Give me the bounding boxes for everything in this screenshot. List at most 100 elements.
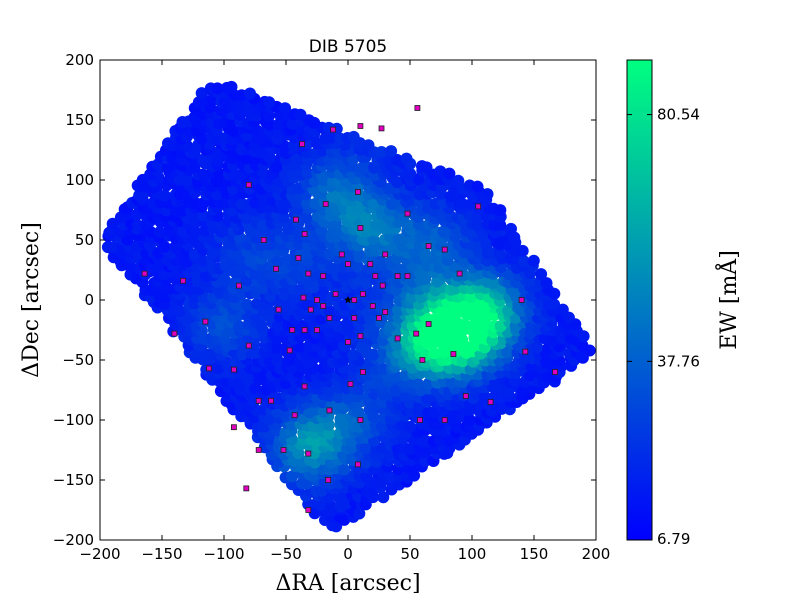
- ew-point: [360, 277, 373, 290]
- fiber-center-marker: [305, 450, 312, 457]
- fiber-center-marker: [357, 123, 364, 129]
- fiber-center-marker: [552, 369, 558, 375]
- ew-point: [286, 470, 299, 483]
- ew-point: [347, 348, 360, 361]
- ew-point: [158, 189, 171, 202]
- fiber-center-marker: [354, 461, 361, 468]
- ew-point: [225, 80, 238, 93]
- ew-point: [325, 131, 337, 144]
- ew-point: [419, 454, 432, 467]
- fiber-center-marker: [326, 407, 333, 414]
- ew-point: [487, 277, 500, 289]
- ew-point: [280, 253, 293, 266]
- fiber-center-marker: [450, 351, 457, 357]
- ew-point: [502, 304, 515, 317]
- fiber-center-marker: [367, 261, 374, 267]
- ew-point: [196, 168, 209, 181]
- ew-point: [218, 96, 231, 109]
- ew-point: [214, 168, 227, 181]
- fiber-center-marker: [404, 210, 411, 217]
- ew-point: [434, 165, 447, 178]
- fiber-center-marker: [351, 297, 358, 303]
- ew-point: [212, 362, 225, 375]
- ew-point: [153, 226, 166, 239]
- fiber-center-marker: [394, 273, 401, 279]
- y-tick-label: −50: [62, 351, 94, 369]
- ew-point: [502, 268, 515, 281]
- x-tick-label: −50: [270, 545, 302, 563]
- x-tick-label: −150: [141, 545, 182, 563]
- fiber-center-marker: [441, 246, 448, 253]
- y-tick-label: −200: [53, 531, 94, 549]
- x-tick-label: −100: [203, 545, 244, 563]
- ew-point: [456, 333, 469, 346]
- fiber-centers: [141, 105, 558, 513]
- ew-point: [362, 139, 375, 152]
- fiber-center-marker: [347, 381, 354, 387]
- fiber-center-marker: [419, 357, 426, 363]
- fiber-center-marker: [286, 347, 293, 354]
- ew-point: [352, 248, 365, 261]
- ew-point: [548, 298, 561, 311]
- fiber-center-marker: [268, 397, 275, 404]
- ew-point: [345, 435, 358, 448]
- ew-point: [196, 153, 209, 166]
- fiber-center-marker: [369, 303, 376, 309]
- y-tick-label: 50: [75, 231, 94, 249]
- fiber-center-marker: [359, 291, 366, 297]
- ew-point: [352, 383, 365, 396]
- fiber-center-marker: [322, 201, 329, 207]
- fiber-center-marker: [462, 393, 469, 399]
- fiber-center-marker: [345, 261, 351, 267]
- fiber-center-marker: [394, 335, 401, 342]
- ew-point: [443, 167, 456, 180]
- fiber-center-marker: [292, 216, 299, 223]
- ew-point: [360, 442, 373, 455]
- colorbar-tick-label: 37.76: [657, 352, 700, 370]
- y-tick-label: 100: [65, 171, 94, 189]
- fiber-center-marker: [522, 348, 529, 355]
- fiber-center-marker: [243, 485, 250, 492]
- x-axis-label: ΔRA [arcsec]: [275, 571, 420, 596]
- ew-point: [279, 102, 292, 115]
- ew-point: [195, 87, 208, 100]
- ew-point: [236, 197, 248, 210]
- fiber-center-marker: [351, 315, 358, 321]
- fiber-center-marker: [357, 225, 364, 231]
- ew-point: [471, 212, 484, 224]
- fiber-center-marker: [414, 105, 421, 111]
- y-tick-label: 150: [65, 111, 94, 129]
- ew-point: [377, 491, 390, 504]
- fiber-center-marker: [404, 273, 411, 279]
- ew-point: [347, 130, 360, 143]
- ew-point: [332, 391, 345, 404]
- ew-point: [471, 180, 484, 193]
- ew-point: [505, 222, 517, 235]
- ew-point: [450, 420, 463, 433]
- fiber-center-marker: [487, 399, 494, 405]
- y-tick-label: −100: [53, 411, 94, 429]
- x-tick-label: 150: [520, 545, 549, 563]
- fiber-center-marker: [314, 297, 320, 303]
- axis-ticks: −200 −150 −100 −50 0 50 100 150 200 −200 −150 −100 −…: [53, 51, 611, 563]
- fiber-center-marker: [301, 327, 308, 333]
- fiber-center-marker: [330, 126, 337, 133]
- fiber-center-marker: [354, 189, 361, 195]
- fiber-center-marker: [382, 251, 389, 258]
- fiber-center-marker: [413, 330, 420, 337]
- ew-point: [338, 513, 351, 526]
- ew-point: [255, 319, 268, 332]
- fiber-center-marker: [305, 507, 312, 513]
- fiber-center-marker: [202, 318, 209, 325]
- ew-point: [517, 255, 530, 268]
- fiber-center-marker: [345, 339, 351, 345]
- fiber-center-marker: [300, 294, 307, 301]
- center-marker-group: [344, 296, 352, 304]
- ew-point: [174, 305, 186, 318]
- fiber-center-marker: [180, 277, 187, 284]
- ew-point: [241, 298, 254, 311]
- ew-point: [391, 176, 404, 189]
- ew-point: [219, 274, 232, 287]
- ew-point: [173, 173, 186, 186]
- ew-point: [540, 277, 553, 290]
